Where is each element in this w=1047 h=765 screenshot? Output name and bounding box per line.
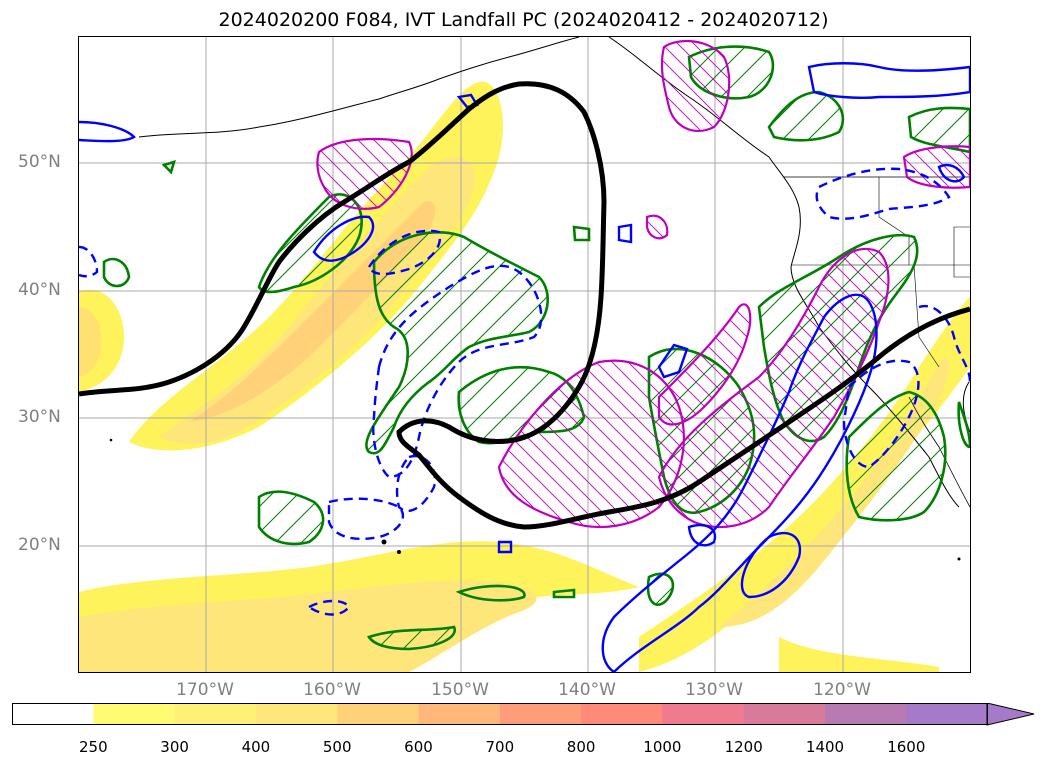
colorbar-tick-label: 300 bbox=[160, 738, 189, 756]
colorbar-extend-triangle bbox=[986, 702, 1035, 726]
colorbar-tick-label: 500 bbox=[322, 738, 352, 756]
colorbar-tick-label: 1000 bbox=[643, 738, 682, 756]
colorbar-svg bbox=[12, 702, 1035, 726]
colorbar-cell bbox=[499, 703, 582, 725]
colorbar bbox=[12, 702, 1042, 733]
colorbar-cell bbox=[581, 703, 663, 725]
colorbar-tick-label: 1200 bbox=[724, 738, 763, 756]
map-panel bbox=[78, 36, 971, 673]
lon-label-160w: 160°W bbox=[303, 680, 361, 700]
colorbar-cell bbox=[906, 703, 989, 725]
colorbar-tick-label: 600 bbox=[404, 738, 433, 756]
magenta-contours bbox=[316, 40, 970, 529]
lat-label-40n: 40°N bbox=[18, 280, 61, 300]
lat-label-20n: 20°N bbox=[18, 535, 61, 555]
colorbar-cell bbox=[12, 703, 94, 725]
lon-label-170w: 170°W bbox=[176, 680, 234, 700]
colorbar-outline bbox=[12, 703, 988, 725]
lon-label-150w: 150°W bbox=[431, 680, 489, 700]
blue-contours-dashed bbox=[79, 167, 970, 616]
colorbar-tick-label: 250 bbox=[78, 738, 108, 756]
colorbar-cell bbox=[418, 703, 501, 725]
colorbar-cell bbox=[662, 703, 745, 725]
colorbar-tick-label: 1400 bbox=[805, 738, 845, 756]
colorbar-tick-label: 1600 bbox=[887, 738, 926, 756]
lat-label-30n: 30°N bbox=[18, 407, 61, 427]
colorbar-cell bbox=[93, 703, 176, 725]
colorbar-cell bbox=[255, 703, 338, 725]
colorbar-cell bbox=[743, 703, 826, 725]
figure-title: 2024020200 F084, IVT Landfall PC (202402… bbox=[218, 9, 829, 31]
lon-label-130w: 130°W bbox=[685, 680, 743, 700]
colorbar-tick-label: 400 bbox=[241, 738, 271, 756]
map-svg bbox=[79, 37, 970, 672]
colorbar-cell bbox=[174, 703, 257, 725]
colorbar-tick-label: 800 bbox=[566, 738, 596, 756]
colorbar-tick-label: 700 bbox=[485, 738, 515, 756]
lat-label-50n: 50°N bbox=[18, 152, 61, 172]
colorbar-cell bbox=[825, 703, 907, 725]
lon-label-120w: 120°W bbox=[813, 680, 871, 700]
colorbar-cell bbox=[337, 703, 419, 725]
island-marks bbox=[109, 438, 961, 561]
mean-ivt-contour bbox=[79, 81, 970, 530]
lon-label-140w: 140°W bbox=[558, 680, 616, 700]
